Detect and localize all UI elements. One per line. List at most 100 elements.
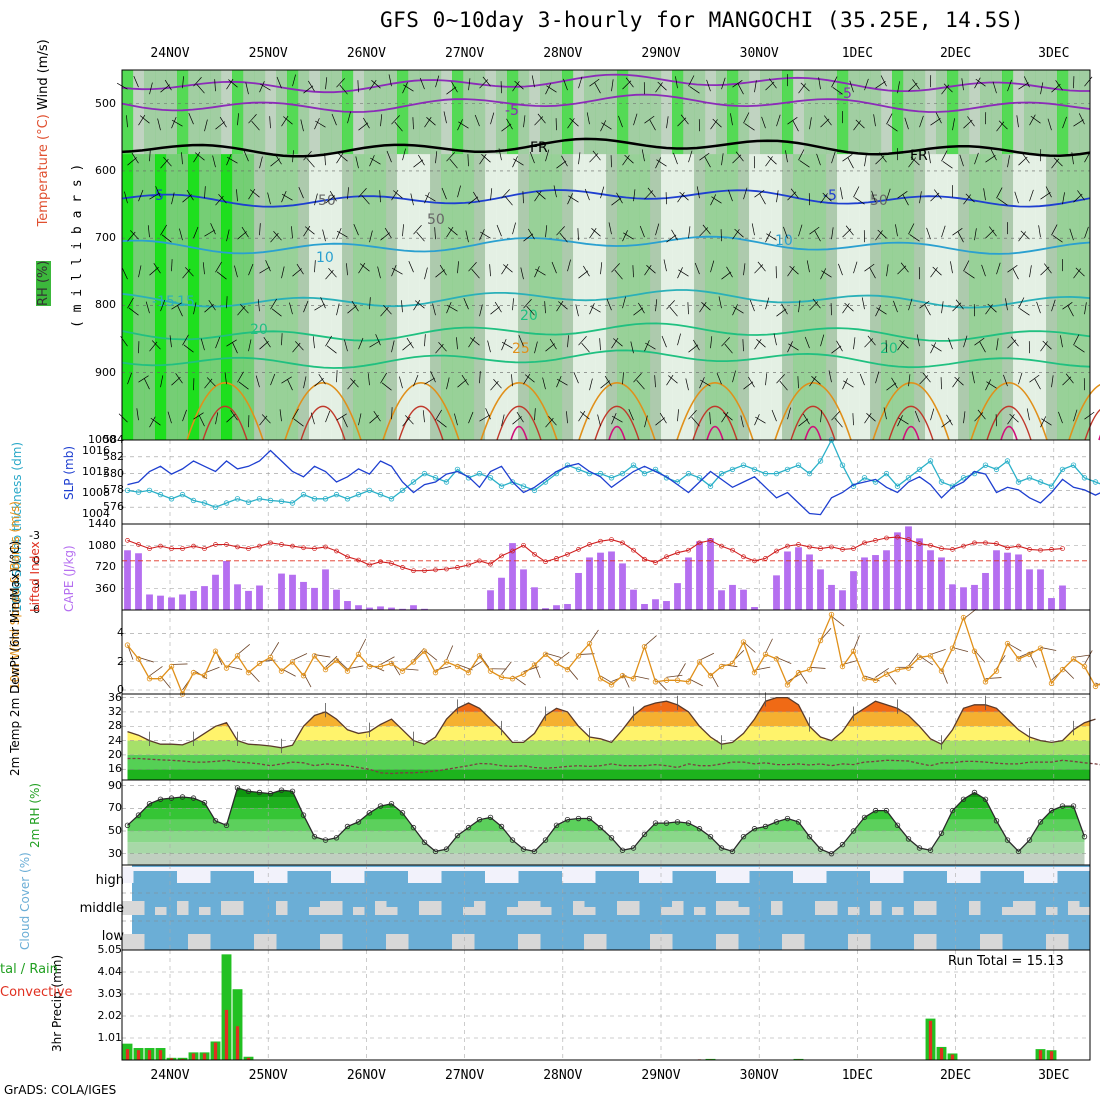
thickness-line-point (311, 496, 318, 502)
wind-barb (988, 226, 997, 237)
rh-shade-column (738, 154, 750, 440)
wind-speed-line-point (707, 672, 714, 679)
warm-contour (382, 382, 460, 441)
wind-barb (974, 228, 977, 241)
wind-barb (754, 80, 757, 93)
rh-shade-upper (485, 70, 497, 155)
rh-shade-upper (177, 70, 189, 155)
wind-barb (789, 265, 799, 275)
wind-barb (866, 413, 876, 422)
rh-line-point (1070, 803, 1077, 809)
wind-barb (930, 118, 941, 126)
wind-barb (630, 341, 634, 354)
rh-shade-column (606, 154, 618, 440)
wind-barb (744, 123, 755, 131)
rh-shade-column (485, 154, 497, 440)
thickness-line-point (883, 470, 890, 477)
wind-barb (267, 192, 271, 205)
wind-barb (589, 378, 593, 391)
wind-barb (467, 154, 469, 167)
rh-shade-column (188, 154, 200, 440)
wind-barb (688, 226, 691, 239)
wind-barb (843, 380, 854, 388)
cloud-high-cell (1068, 867, 1080, 871)
wind-barb (347, 111, 351, 124)
wind-barb (293, 418, 304, 427)
wind-barb (883, 407, 887, 420)
wind-barb (270, 158, 281, 167)
isotherm-label: 20 (250, 322, 268, 338)
rh-shade-column (936, 154, 948, 440)
wind-speed-line-point (124, 642, 131, 648)
rh-shade-column (683, 154, 695, 440)
wind-speed-line-point (751, 669, 758, 676)
wind-barb (193, 77, 202, 87)
isotherm-line (121, 235, 1091, 255)
wind-barb (618, 115, 623, 128)
cloud-low-cell (386, 934, 398, 950)
temperature-legend-label: Temperature (°C) (36, 114, 51, 227)
thickness-line-point (190, 497, 197, 504)
wind-barb (471, 268, 480, 279)
wind-barb (556, 375, 562, 388)
wind-barb (306, 157, 315, 168)
cape-bar (234, 584, 241, 610)
thickness-line-point (1015, 479, 1022, 485)
wind-barb (798, 83, 807, 94)
cloud-low-cell (595, 934, 607, 950)
wind-barb (248, 263, 254, 276)
rh-line-point (509, 837, 516, 843)
wind-barb (575, 304, 579, 317)
rh-shade-upper (188, 70, 200, 155)
wind-barb (820, 628, 832, 641)
wind-barb (251, 120, 260, 131)
date-label: 24NOV (150, 1068, 190, 1083)
wind-barb (919, 115, 924, 128)
rh-line-point (850, 828, 857, 834)
lifted-index-point (455, 565, 460, 570)
lifted-index-point (763, 556, 768, 561)
cloud-level-label: middle (79, 901, 124, 916)
wind-barb (831, 76, 838, 88)
cape-bar (718, 590, 725, 610)
wind-barb (623, 232, 634, 240)
wind-barb (405, 415, 414, 425)
cloud-low-cell (716, 934, 728, 950)
rh-band (127, 797, 1085, 809)
cape-bar (575, 572, 582, 610)
thickness-line-point (916, 466, 923, 473)
wind-barb (149, 341, 158, 352)
isotherm-line (121, 189, 1091, 208)
thickness-line-point (729, 466, 736, 473)
wind-barb (578, 653, 595, 655)
wind-barb (721, 411, 729, 423)
rh-shade-column (507, 154, 519, 440)
wind-speed-line-point (190, 669, 197, 676)
wind-barb (161, 234, 172, 243)
rh-line-point (993, 818, 1000, 824)
lifted-index-point (917, 541, 922, 547)
wind-barb (281, 376, 292, 384)
wind-barb (611, 263, 620, 273)
wind-barb (776, 190, 779, 203)
cape-bar (652, 599, 659, 610)
axis-tick-label: 90 (108, 778, 122, 792)
rh-shade-column (958, 154, 970, 440)
wind-barb (370, 157, 381, 165)
hot-contour (902, 425, 920, 441)
wind-speed-line-point (1037, 645, 1044, 651)
rh-line-point (531, 848, 538, 855)
wind-barb (987, 303, 997, 313)
axis-tick-label: 500 (95, 96, 116, 110)
thickness-line-point (487, 475, 494, 481)
wind-barb (325, 77, 328, 90)
wind-barb (512, 416, 522, 425)
wind-barb (314, 654, 331, 658)
wind-barb (677, 333, 681, 346)
temp-band (127, 769, 1090, 780)
cloud-high-cell (155, 867, 167, 871)
wind-barb (952, 228, 963, 236)
wind-barb (346, 263, 348, 276)
wind-barb (1018, 372, 1023, 385)
rh-shade-upper (265, 70, 277, 155)
